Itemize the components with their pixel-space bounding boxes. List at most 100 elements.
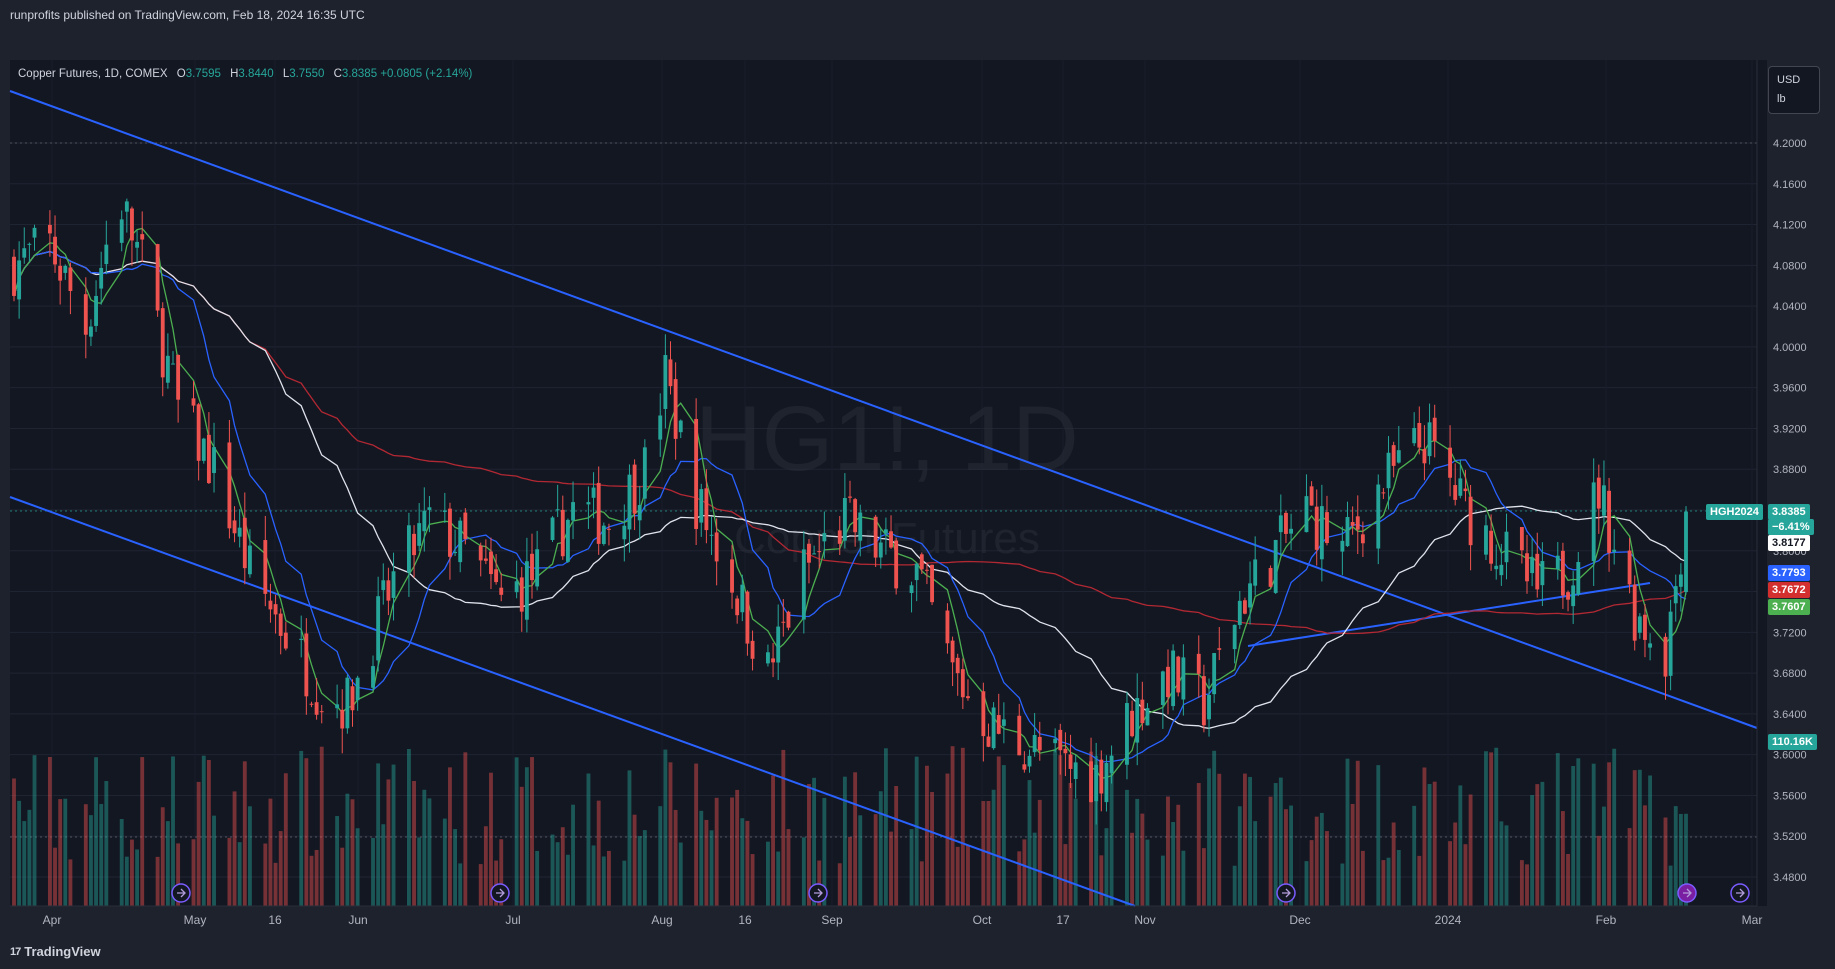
- candle-body: [1232, 624, 1237, 650]
- candle-body: [1632, 584, 1637, 641]
- volume-bar: [463, 752, 468, 906]
- volume-bar: [607, 850, 611, 906]
- volume-bar: [1555, 753, 1560, 906]
- volume-bar: [1448, 841, 1452, 906]
- volume-bar: [632, 814, 637, 906]
- candle-body: [99, 267, 104, 289]
- candle-body: [1109, 755, 1114, 773]
- volume-bar: [304, 758, 309, 906]
- x-tick-label: Jun: [348, 913, 367, 927]
- volume-bar: [1499, 821, 1504, 906]
- candle-body: [1540, 561, 1545, 586]
- candle-body: [27, 243, 32, 245]
- candle-body: [1484, 525, 1488, 555]
- candle-body: [822, 533, 827, 542]
- volume-bar: [458, 863, 463, 906]
- high-value: 3.8440: [238, 68, 274, 80]
- volume-bar: [1627, 828, 1632, 906]
- volume-bar: [427, 798, 432, 906]
- candle-body: [345, 677, 350, 729]
- volume-bar: [1637, 769, 1642, 906]
- candle-body: [1417, 422, 1422, 448]
- candle-body: [494, 569, 499, 583]
- volume-bar: [1063, 844, 1068, 906]
- volume-bar: [1345, 758, 1350, 906]
- candle-body: [53, 236, 57, 265]
- volume-bar: [586, 773, 591, 906]
- volume-bar: [1381, 860, 1386, 906]
- candle-body: [1181, 657, 1186, 700]
- candle-body: [966, 696, 970, 699]
- volume-bar: [1212, 750, 1217, 906]
- upper-channel-trendline: [9, 90, 1758, 729]
- candle-body: [273, 604, 278, 615]
- change-value: +0.0805 (+2.14%): [380, 68, 473, 80]
- candle-body: [335, 704, 340, 709]
- candle-body: [1284, 512, 1288, 534]
- candle-body: [596, 482, 601, 544]
- candle-body: [1381, 492, 1386, 494]
- volume-bar: [514, 757, 519, 906]
- volume-bar: [663, 749, 668, 906]
- candle-body: [586, 502, 591, 505]
- ma-white-tag: 3.8177: [1768, 535, 1810, 551]
- volume-bar: [1648, 775, 1653, 906]
- candle-body: [1135, 698, 1140, 743]
- volume-bar: [853, 772, 858, 906]
- candle-body: [135, 241, 140, 248]
- volume-bar: [858, 815, 863, 906]
- tradingview-brand[interactable]: 17 TradingView: [10, 944, 101, 959]
- candle-body: [47, 224, 52, 234]
- candle-body: [140, 234, 145, 240]
- candle-body: [376, 596, 381, 661]
- candle-body: [1063, 748, 1068, 754]
- candle-body: [483, 558, 488, 561]
- volume-bar: [227, 837, 232, 906]
- candle-body: [842, 498, 847, 541]
- candle-body: [309, 703, 314, 705]
- volume-bar: [1596, 835, 1601, 906]
- candle-body: [263, 540, 268, 594]
- volume-bar: [678, 842, 683, 906]
- volume-bar: [232, 791, 237, 906]
- volume-bar: [63, 798, 68, 906]
- volume-bar: [1530, 795, 1535, 906]
- candle-body: [1130, 710, 1135, 737]
- volume-bar: [1489, 752, 1494, 906]
- volume-bar: [453, 829, 458, 906]
- chart-frame[interactable]: [10, 60, 1767, 906]
- candle-body: [1032, 734, 1037, 753]
- volume-bar: [1494, 747, 1499, 906]
- candle-body: [1673, 586, 1678, 604]
- candle-body: [406, 525, 411, 573]
- candle-body: [1027, 755, 1032, 767]
- volume-bar: [171, 756, 175, 906]
- arrow-right-icon: [1683, 888, 1692, 898]
- ma-blue-tag: 3.7793: [1768, 565, 1810, 581]
- unit-label[interactable]: lb: [1777, 93, 1786, 105]
- volume-bar: [386, 779, 391, 906]
- volume-bar: [1432, 781, 1437, 906]
- y-tick-label: 3.6800: [1773, 668, 1807, 680]
- x-tick-label: 16: [268, 913, 282, 927]
- volume-bar: [1396, 850, 1401, 906]
- candle-body: [417, 523, 422, 546]
- candle-body: [1125, 703, 1129, 765]
- candle-body: [714, 532, 719, 562]
- candle-body: [499, 587, 504, 595]
- candle-body: [1376, 484, 1381, 549]
- close-value: 3.8385: [341, 68, 378, 80]
- candle-body: [673, 379, 678, 439]
- volume-bar: [1068, 782, 1073, 906]
- volume-bar: [714, 797, 719, 906]
- volume-bar: [283, 773, 288, 906]
- volume-bar: [842, 776, 847, 906]
- currency-unit-selector[interactable]: USD lb: [1768, 66, 1820, 114]
- candle-body: [565, 519, 570, 562]
- candle-body: [130, 208, 134, 241]
- arrow-right-icon: [814, 888, 823, 898]
- currency-label[interactable]: USD: [1777, 74, 1801, 86]
- volume-bar: [1196, 783, 1201, 906]
- candle-body: [955, 657, 960, 674]
